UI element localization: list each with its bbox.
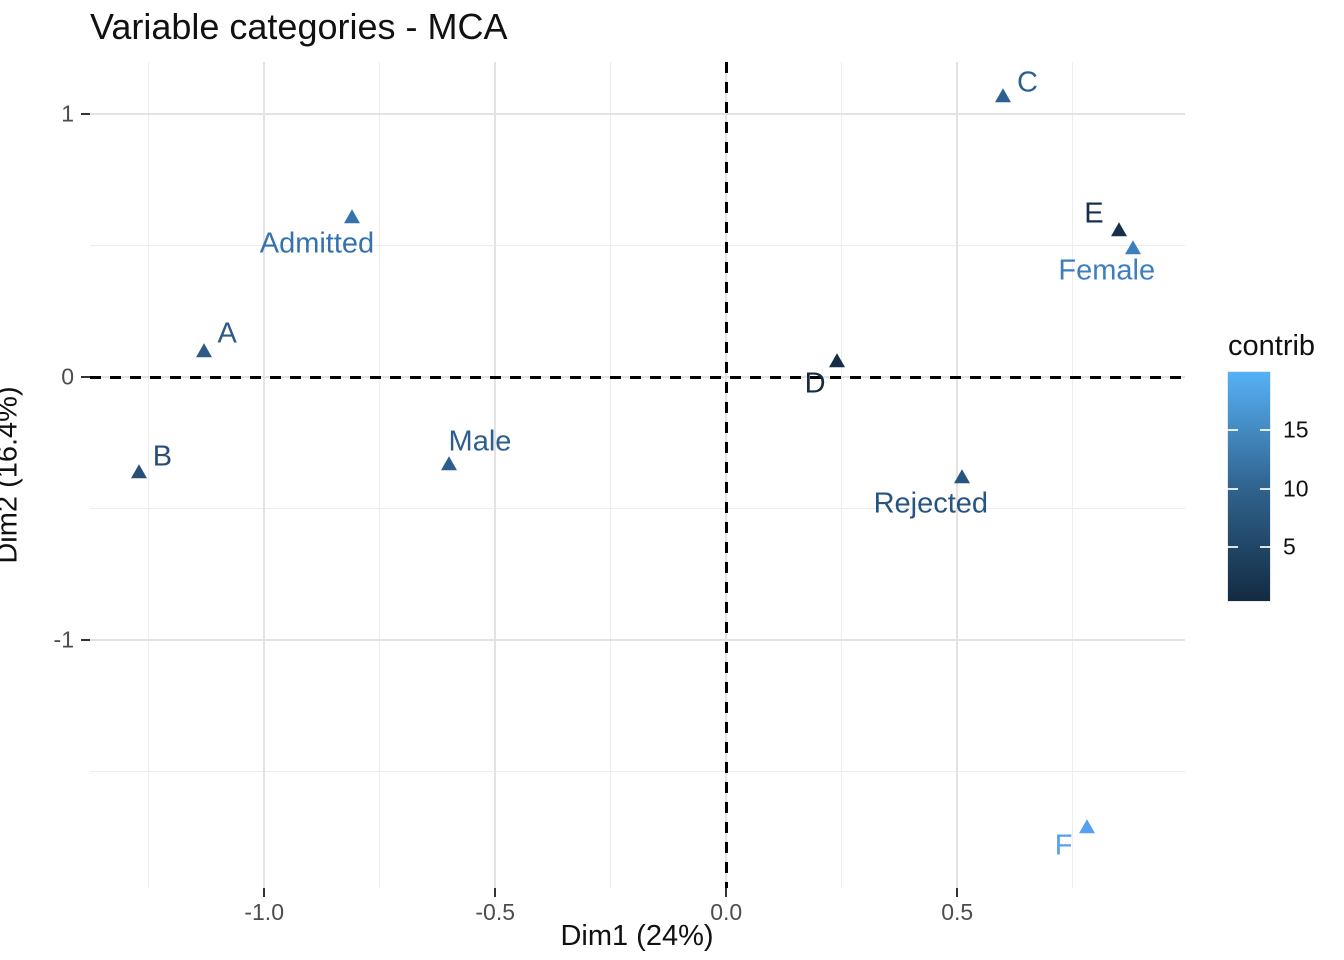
data-point-label-admitted: Admitted [259, 227, 375, 260]
y-axis-tick [81, 376, 90, 379]
data-point-label-e: E [1084, 197, 1104, 230]
data-point-b [131, 464, 148, 479]
colorbar-tick [1227, 487, 1238, 490]
x-axis-title: Dim1 (24%) [560, 920, 714, 952]
plot-panel [90, 62, 1185, 888]
gridline-y-major [90, 639, 1185, 642]
data-point-e [1110, 222, 1127, 237]
data-point-a [196, 343, 213, 358]
data-point-label-b: B [152, 440, 173, 473]
gridline-x-minor [148, 62, 150, 888]
data-point-label-female: Female [1058, 254, 1156, 287]
data-point-admitted [343, 208, 360, 223]
data-point-label-male: Male [448, 425, 512, 458]
y-axis-tick [81, 639, 90, 642]
data-point-label-c: C [1016, 66, 1038, 99]
gridline-x-major [263, 62, 266, 888]
gridline-y-minor [90, 508, 1185, 510]
data-point-f [1078, 819, 1095, 834]
gridline-x-minor [1072, 62, 1074, 888]
plot-title: Variable categories - MCA [90, 6, 508, 47]
legend-title: contrib [1228, 330, 1316, 362]
gridline-x-major [494, 62, 497, 888]
gridline-x-minor [841, 62, 843, 888]
gridline-y-minor [90, 245, 1185, 247]
data-point-c [995, 87, 1012, 102]
data-point-label-f: F [1054, 829, 1073, 862]
colorbar-tick [1260, 546, 1271, 549]
data-point-label-a: A [217, 317, 237, 350]
data-point-male [440, 456, 457, 471]
zero-line-vertical [724, 62, 728, 888]
gridline-x-minor [610, 62, 612, 888]
y-axis-tick [81, 113, 90, 116]
x-axis-tick-label: 0.5 [941, 899, 974, 925]
x-axis-tick-label: 0.0 [710, 899, 743, 925]
data-point-label-rejected: Rejected [873, 487, 989, 520]
x-axis-tick-label: -1.0 [244, 899, 284, 925]
gridline-y-major [90, 113, 1185, 116]
colorbar-tick [1260, 487, 1271, 490]
y-axis-tick-label: -1 [53, 626, 74, 653]
gridline-x-minor [379, 62, 381, 888]
colorbar-tick-label: 10 [1283, 475, 1309, 502]
data-point-female [1124, 240, 1141, 255]
y-axis-title: Dim2 (16.4%) [0, 386, 24, 564]
x-axis-tick [725, 888, 728, 897]
colorbar-tick [1227, 429, 1238, 432]
colorbar-tick-label: 5 [1283, 533, 1296, 560]
x-axis-tick-label: -0.5 [475, 899, 516, 925]
contrib-colorbar [1227, 371, 1271, 602]
y-axis-tick-label: 1 [61, 100, 74, 127]
colorbar-tick [1260, 429, 1271, 432]
x-axis-tick [263, 888, 266, 897]
data-point-label-d: D [804, 367, 826, 400]
zero-line-horizontal [90, 375, 1185, 379]
x-axis-tick [494, 888, 497, 897]
gridline-y-minor [90, 771, 1185, 772]
colorbar-tick-label: 15 [1283, 416, 1309, 443]
data-point-rejected [953, 469, 970, 484]
colorbar-tick [1227, 546, 1238, 549]
y-axis-tick-label: 0 [61, 363, 74, 390]
x-axis-tick [956, 888, 959, 897]
data-point-d [829, 353, 846, 368]
